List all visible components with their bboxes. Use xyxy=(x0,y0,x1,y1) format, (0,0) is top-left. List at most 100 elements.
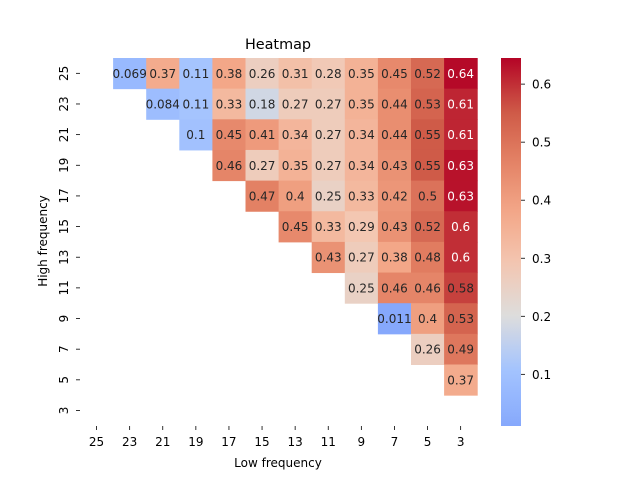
x-tick-label: 5 xyxy=(424,435,432,449)
cell-value-label: 0.43 xyxy=(315,251,342,265)
colorbar-tick-label: 0.4 xyxy=(532,194,551,208)
heatmap-cell xyxy=(444,88,478,120)
y-tick-label: 21 xyxy=(57,127,71,142)
cell-value-label: 0.11 xyxy=(182,67,209,81)
heatmap-cell xyxy=(377,180,412,212)
heatmap-cell xyxy=(311,241,346,274)
colorbar-tick-label: 0.2 xyxy=(532,310,551,324)
heatmap-cell xyxy=(311,88,346,120)
heatmap-cell xyxy=(344,272,379,304)
heatmap-cell xyxy=(245,119,280,151)
cell-value-label: 0.35 xyxy=(348,97,375,111)
cell-value-label: 0.64 xyxy=(447,67,474,81)
colorbar-tick-label: 0.3 xyxy=(532,252,551,266)
cell-value-label: 0.58 xyxy=(447,281,474,295)
cell-value-label: 0.27 xyxy=(315,97,342,111)
heatmap-cell xyxy=(411,180,445,212)
x-axis-ticks: 25 23 21 19 17 15 13 11 9 7 5 3 xyxy=(89,426,464,449)
heatmap-cell xyxy=(444,364,478,396)
y-tick-label: 11 xyxy=(57,280,71,295)
heatmap-cell xyxy=(212,88,246,120)
y-tick-label: 17 xyxy=(57,188,71,203)
y-tick-label: 9 xyxy=(57,315,71,323)
heatmap-cell xyxy=(344,119,379,151)
y-tick-label: 5 xyxy=(57,376,71,384)
heatmap-cell xyxy=(344,211,379,243)
cell-value-label: 0.27 xyxy=(348,251,375,265)
cell-value-label: 0.27 xyxy=(315,159,342,173)
heatmap-cell xyxy=(179,58,213,90)
cell-value-label: 0.28 xyxy=(315,67,342,81)
cell-value-label: 0.38 xyxy=(216,67,243,81)
cell-value-label: 0.63 xyxy=(447,189,474,203)
heatmap-cells: 0.069 0.37 0.11 0.38 0.26 0.31 0.28 0.35 0.45 0.5… xyxy=(112,58,478,396)
heatmap-cell xyxy=(377,272,412,304)
heatmap-cell xyxy=(444,211,478,243)
heatmap-cell xyxy=(146,58,180,90)
y-tick-label: 25 xyxy=(57,66,71,81)
cell-value-label: 0.53 xyxy=(447,312,474,326)
heatmap-cell xyxy=(245,58,280,90)
cell-value-label: 0.34 xyxy=(348,128,375,142)
cell-value-label: 0.26 xyxy=(414,343,441,357)
heatmap-cell xyxy=(278,119,313,151)
y-tick-label: 19 xyxy=(57,158,71,173)
heatmap-cell xyxy=(311,211,346,243)
heatmap-cell xyxy=(278,211,313,243)
cell-value-label: 0.1 xyxy=(186,128,205,142)
heatmap-cell xyxy=(245,88,280,120)
heatmap-cell xyxy=(377,119,412,151)
heatmap-cell xyxy=(411,88,445,120)
cell-value-label: 0.41 xyxy=(249,128,276,142)
colorbar xyxy=(501,58,521,426)
cell-value-label: 0.25 xyxy=(315,189,342,203)
cell-value-label: 0.6 xyxy=(451,220,470,234)
heatmap-cell xyxy=(278,88,313,120)
cell-value-label: 0.084 xyxy=(146,97,180,111)
y-tick-label: 13 xyxy=(57,250,71,265)
x-tick-label: 13 xyxy=(288,435,303,449)
cell-value-label: 0.35 xyxy=(282,159,309,173)
x-tick-label: 23 xyxy=(122,435,137,449)
x-tick-label: 17 xyxy=(221,435,236,449)
heatmap-cell xyxy=(212,149,246,182)
cell-value-label: 0.42 xyxy=(381,189,408,203)
cell-value-label: 0.44 xyxy=(381,97,408,111)
heatmap-cell xyxy=(444,333,478,365)
heatmap-cell xyxy=(344,180,379,212)
cell-value-label: 0.52 xyxy=(414,67,441,81)
heatmap-cell xyxy=(411,272,445,304)
cell-value-label: 0.33 xyxy=(348,189,375,203)
cell-value-label: 0.5 xyxy=(418,189,437,203)
y-tick-label: 15 xyxy=(57,219,71,234)
heatmap-cell xyxy=(411,241,445,274)
x-tick-label: 21 xyxy=(155,435,170,449)
y-tick-label: 23 xyxy=(57,96,71,111)
heatmap-cell xyxy=(344,241,379,274)
cell-value-label: 0.27 xyxy=(249,159,276,173)
cell-value-label: 0.44 xyxy=(381,128,408,142)
cell-value-label: 0.61 xyxy=(447,128,474,142)
cell-value-label: 0.37 xyxy=(149,67,176,81)
heatmap-cell xyxy=(212,119,246,151)
heatmap-cell xyxy=(411,333,445,365)
heatmap-cell xyxy=(113,58,147,90)
chart-title: Heatmap xyxy=(245,37,311,53)
cell-value-label: 0.6 xyxy=(451,251,470,265)
heatmap-cell xyxy=(444,58,478,90)
heatmap-cell xyxy=(344,58,379,90)
y-axis-ticks: 25 23 21 19 17 15 13 11 9 7 5 3 xyxy=(57,66,80,414)
cell-value-label: 0.55 xyxy=(414,128,441,142)
heatmap-cell xyxy=(212,58,246,90)
heatmap-cell xyxy=(278,180,313,212)
cell-value-label: 0.45 xyxy=(216,128,243,142)
cell-value-label: 0.26 xyxy=(249,67,276,81)
cell-value-label: 0.37 xyxy=(447,373,474,387)
cell-value-label: 0.27 xyxy=(315,128,342,142)
cell-value-label: 0.4 xyxy=(418,312,437,326)
cell-value-label: 0.27 xyxy=(282,97,309,111)
cell-value-label: 0.4 xyxy=(286,189,305,203)
heatmap-cell xyxy=(444,149,478,182)
heatmap-cell xyxy=(377,58,412,90)
